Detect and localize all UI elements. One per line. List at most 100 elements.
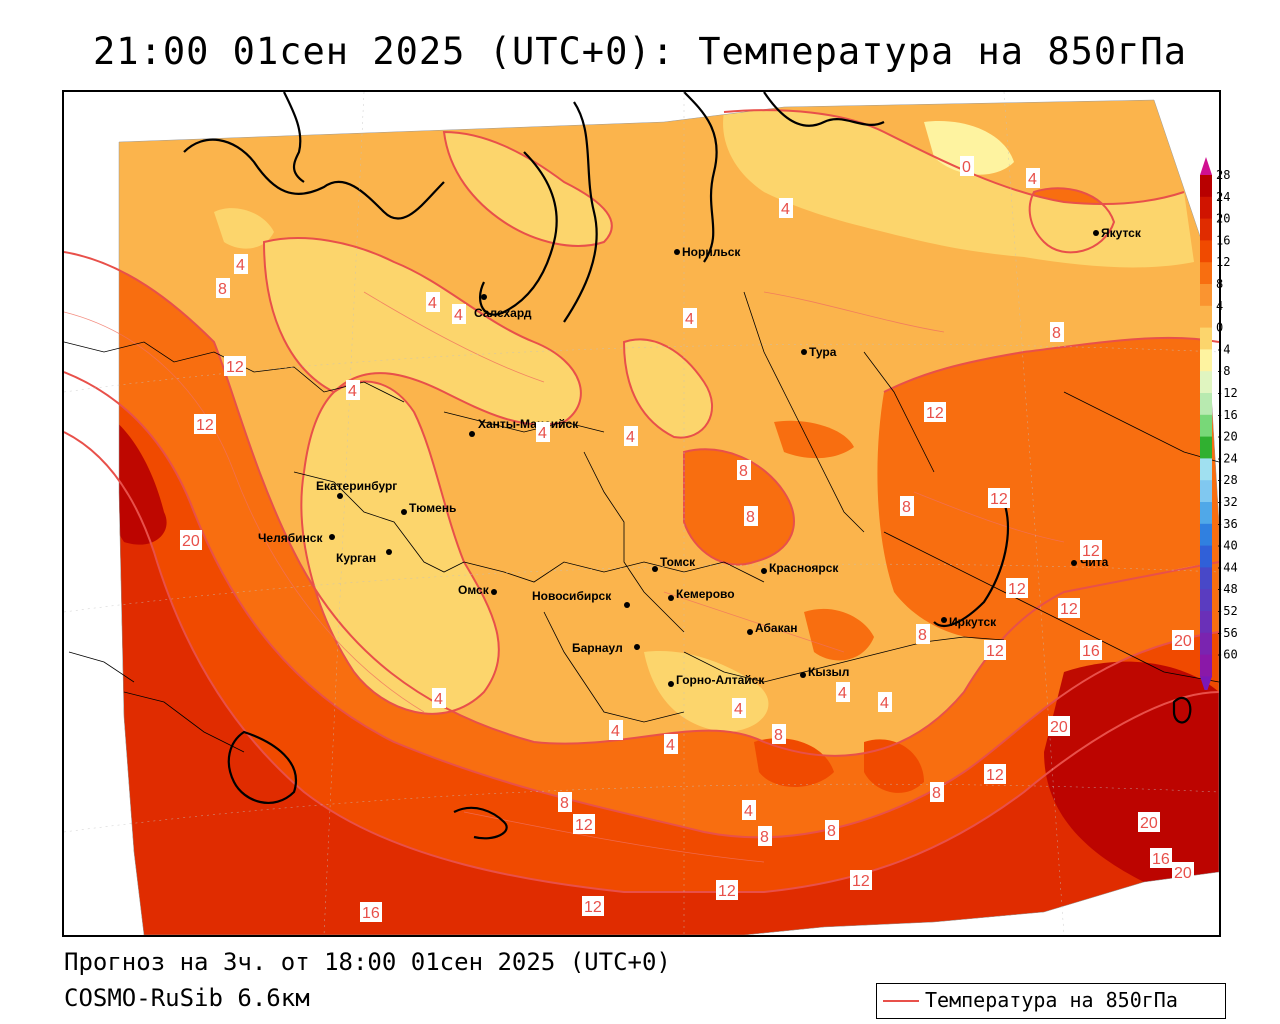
svg-text:8: 8 <box>746 509 755 526</box>
svg-text:Горно-Алтайск: Горно-Алтайск <box>676 673 765 687</box>
isotherm-label: 8 <box>737 460 751 480</box>
svg-text:Ханты-Мансийск: Ханты-Мансийск <box>478 417 579 431</box>
svg-text:Кызыл: Кызыл <box>808 665 849 679</box>
isotherm-label: 0 <box>960 156 974 176</box>
svg-text:4: 4 <box>454 307 463 324</box>
isotherm-label: 12 <box>1080 540 1102 560</box>
svg-text:0: 0 <box>962 159 971 176</box>
isotherm-label: 12 <box>1058 598 1080 618</box>
isotherm-label: 8 <box>1050 322 1064 342</box>
isotherm-labels: 0 4 4 4 4 4 4 4 4 4 4 4 4 4 4 4 4 8 8 8 … <box>180 156 1194 922</box>
svg-text:4: 4 <box>428 295 437 312</box>
isotherm-label: 12 <box>850 870 872 890</box>
isotherm-label: 4 <box>664 734 678 754</box>
city-kemerovo: Кемерово <box>668 587 735 601</box>
colorbar-swatch <box>1200 480 1212 503</box>
svg-text:20: 20 <box>1174 633 1192 650</box>
colorbar-tick-label: -4 <box>1216 342 1230 356</box>
isotherm-label: 16 <box>1080 640 1102 660</box>
isotherm-label: 20 <box>180 530 202 550</box>
colorbar-tick-label: -12 <box>1216 386 1238 400</box>
colorbar-tick-label: -20 <box>1216 430 1238 444</box>
svg-text:Тюмень: Тюмень <box>409 501 456 515</box>
colorbar-tick-label: -56 <box>1216 626 1238 640</box>
city-kurgan: Курган <box>336 549 392 565</box>
svg-text:4: 4 <box>880 695 889 712</box>
map-area: Норильск Якутск Салехард Тура Ханты-Манс… <box>62 90 1221 937</box>
isotherm-label: 4 <box>779 198 793 218</box>
colorbar-swatch <box>1200 305 1212 329</box>
colorbar-tick-label: -60 <box>1216 648 1238 662</box>
svg-text:4: 4 <box>781 201 790 218</box>
isotherm-label: 4 <box>878 692 892 712</box>
isotherm-label: 12 <box>988 488 1010 508</box>
isotherm-label: 4 <box>1026 168 1040 188</box>
svg-text:8: 8 <box>1052 325 1061 342</box>
svg-text:Новосибирск: Новосибирск <box>532 589 612 603</box>
city-omsk: Омск <box>458 583 497 597</box>
svg-text:Норильск: Норильск <box>682 245 741 259</box>
city-khanty-mansiysk: Ханты-Мансийск <box>469 417 579 437</box>
colorbar-swatch <box>1200 611 1212 634</box>
isotherm-label: 4 <box>346 380 360 400</box>
forecast-info: Прогноз на 3ч. от 18:00 01сен 2025 (UTC+… <box>64 948 671 976</box>
svg-text:20: 20 <box>1050 719 1068 736</box>
colorbar-tick-label: 0 <box>1216 321 1223 335</box>
colorbar-swatch <box>1200 284 1212 307</box>
svg-text:4: 4 <box>626 429 635 446</box>
city-irkutsk: Иркутск <box>941 615 997 629</box>
svg-text:12: 12 <box>926 405 944 422</box>
svg-text:4: 4 <box>348 383 357 400</box>
colorbar-swatch <box>1200 240 1212 263</box>
city-barnaul: Барнаул <box>572 641 640 655</box>
isotherm-label: 12 <box>1080 543 1098 560</box>
isotherm-label: 4 <box>836 682 850 702</box>
svg-text:Екатеринбург: Екатеринбург <box>316 479 397 493</box>
isotherm-label: 8 <box>772 724 786 744</box>
svg-text:4: 4 <box>666 737 675 754</box>
legend: Температура на 850гПа <box>876 983 1226 1019</box>
colorbar-swatch <box>1200 371 1212 394</box>
isotherm-label: 16 <box>360 902 382 922</box>
colorbar-swatch <box>1200 262 1212 285</box>
model-name: COSMO-RuSib 6.6км <box>64 984 310 1012</box>
svg-text:12: 12 <box>990 491 1008 508</box>
coastline <box>183 92 1192 840</box>
isotherm-lines <box>64 109 1219 893</box>
colorbar-tick-label: 4 <box>1216 299 1223 313</box>
colorbar-swatch <box>1200 654 1212 677</box>
isotherm-label: 12 <box>924 402 946 422</box>
svg-text:Салехард: Салехард <box>474 306 532 320</box>
svg-text:20: 20 <box>1174 865 1192 882</box>
colorbar-swatch <box>1200 567 1212 590</box>
isotherm-label: 4 <box>624 426 638 446</box>
colorbar-tick-label: 16 <box>1216 233 1230 247</box>
svg-text:8: 8 <box>932 785 941 802</box>
svg-text:Якутск: Якутск <box>1101 226 1142 240</box>
svg-text:12: 12 <box>196 417 214 434</box>
isotherm-label: 12 <box>224 356 246 376</box>
svg-text:8: 8 <box>760 829 769 846</box>
svg-text:8: 8 <box>827 823 836 840</box>
city-salekhard: Салехард <box>474 294 532 320</box>
svg-text:12: 12 <box>584 899 602 916</box>
city-chelyabinsk: Челябинск <box>258 531 335 545</box>
isotherm-label: 4 <box>452 304 466 324</box>
colorbar-swatch <box>1200 436 1212 459</box>
svg-text:4: 4 <box>434 691 443 708</box>
svg-text:4: 4 <box>838 685 847 702</box>
colorbar-swatch <box>1200 589 1212 612</box>
colorbar-tick-label: -8 <box>1216 364 1230 378</box>
svg-text:Тура: Тура <box>809 345 837 359</box>
svg-text:12: 12 <box>1082 543 1100 560</box>
colorbar-swatch <box>1200 545 1212 568</box>
colorbar-tick-label: -24 <box>1216 451 1238 465</box>
city-abakan: Абакан <box>747 621 798 635</box>
city-krasnoyarsk: Красноярск <box>761 561 839 575</box>
colorbar-swatch <box>1200 196 1212 220</box>
colorbar-tick-label: 28 <box>1216 168 1230 182</box>
colorbar-bottom-arrow <box>1200 676 1212 690</box>
borders <box>64 291 1219 753</box>
svg-text:16: 16 <box>362 905 380 922</box>
isotherm-label: 16 <box>196 417 214 434</box>
